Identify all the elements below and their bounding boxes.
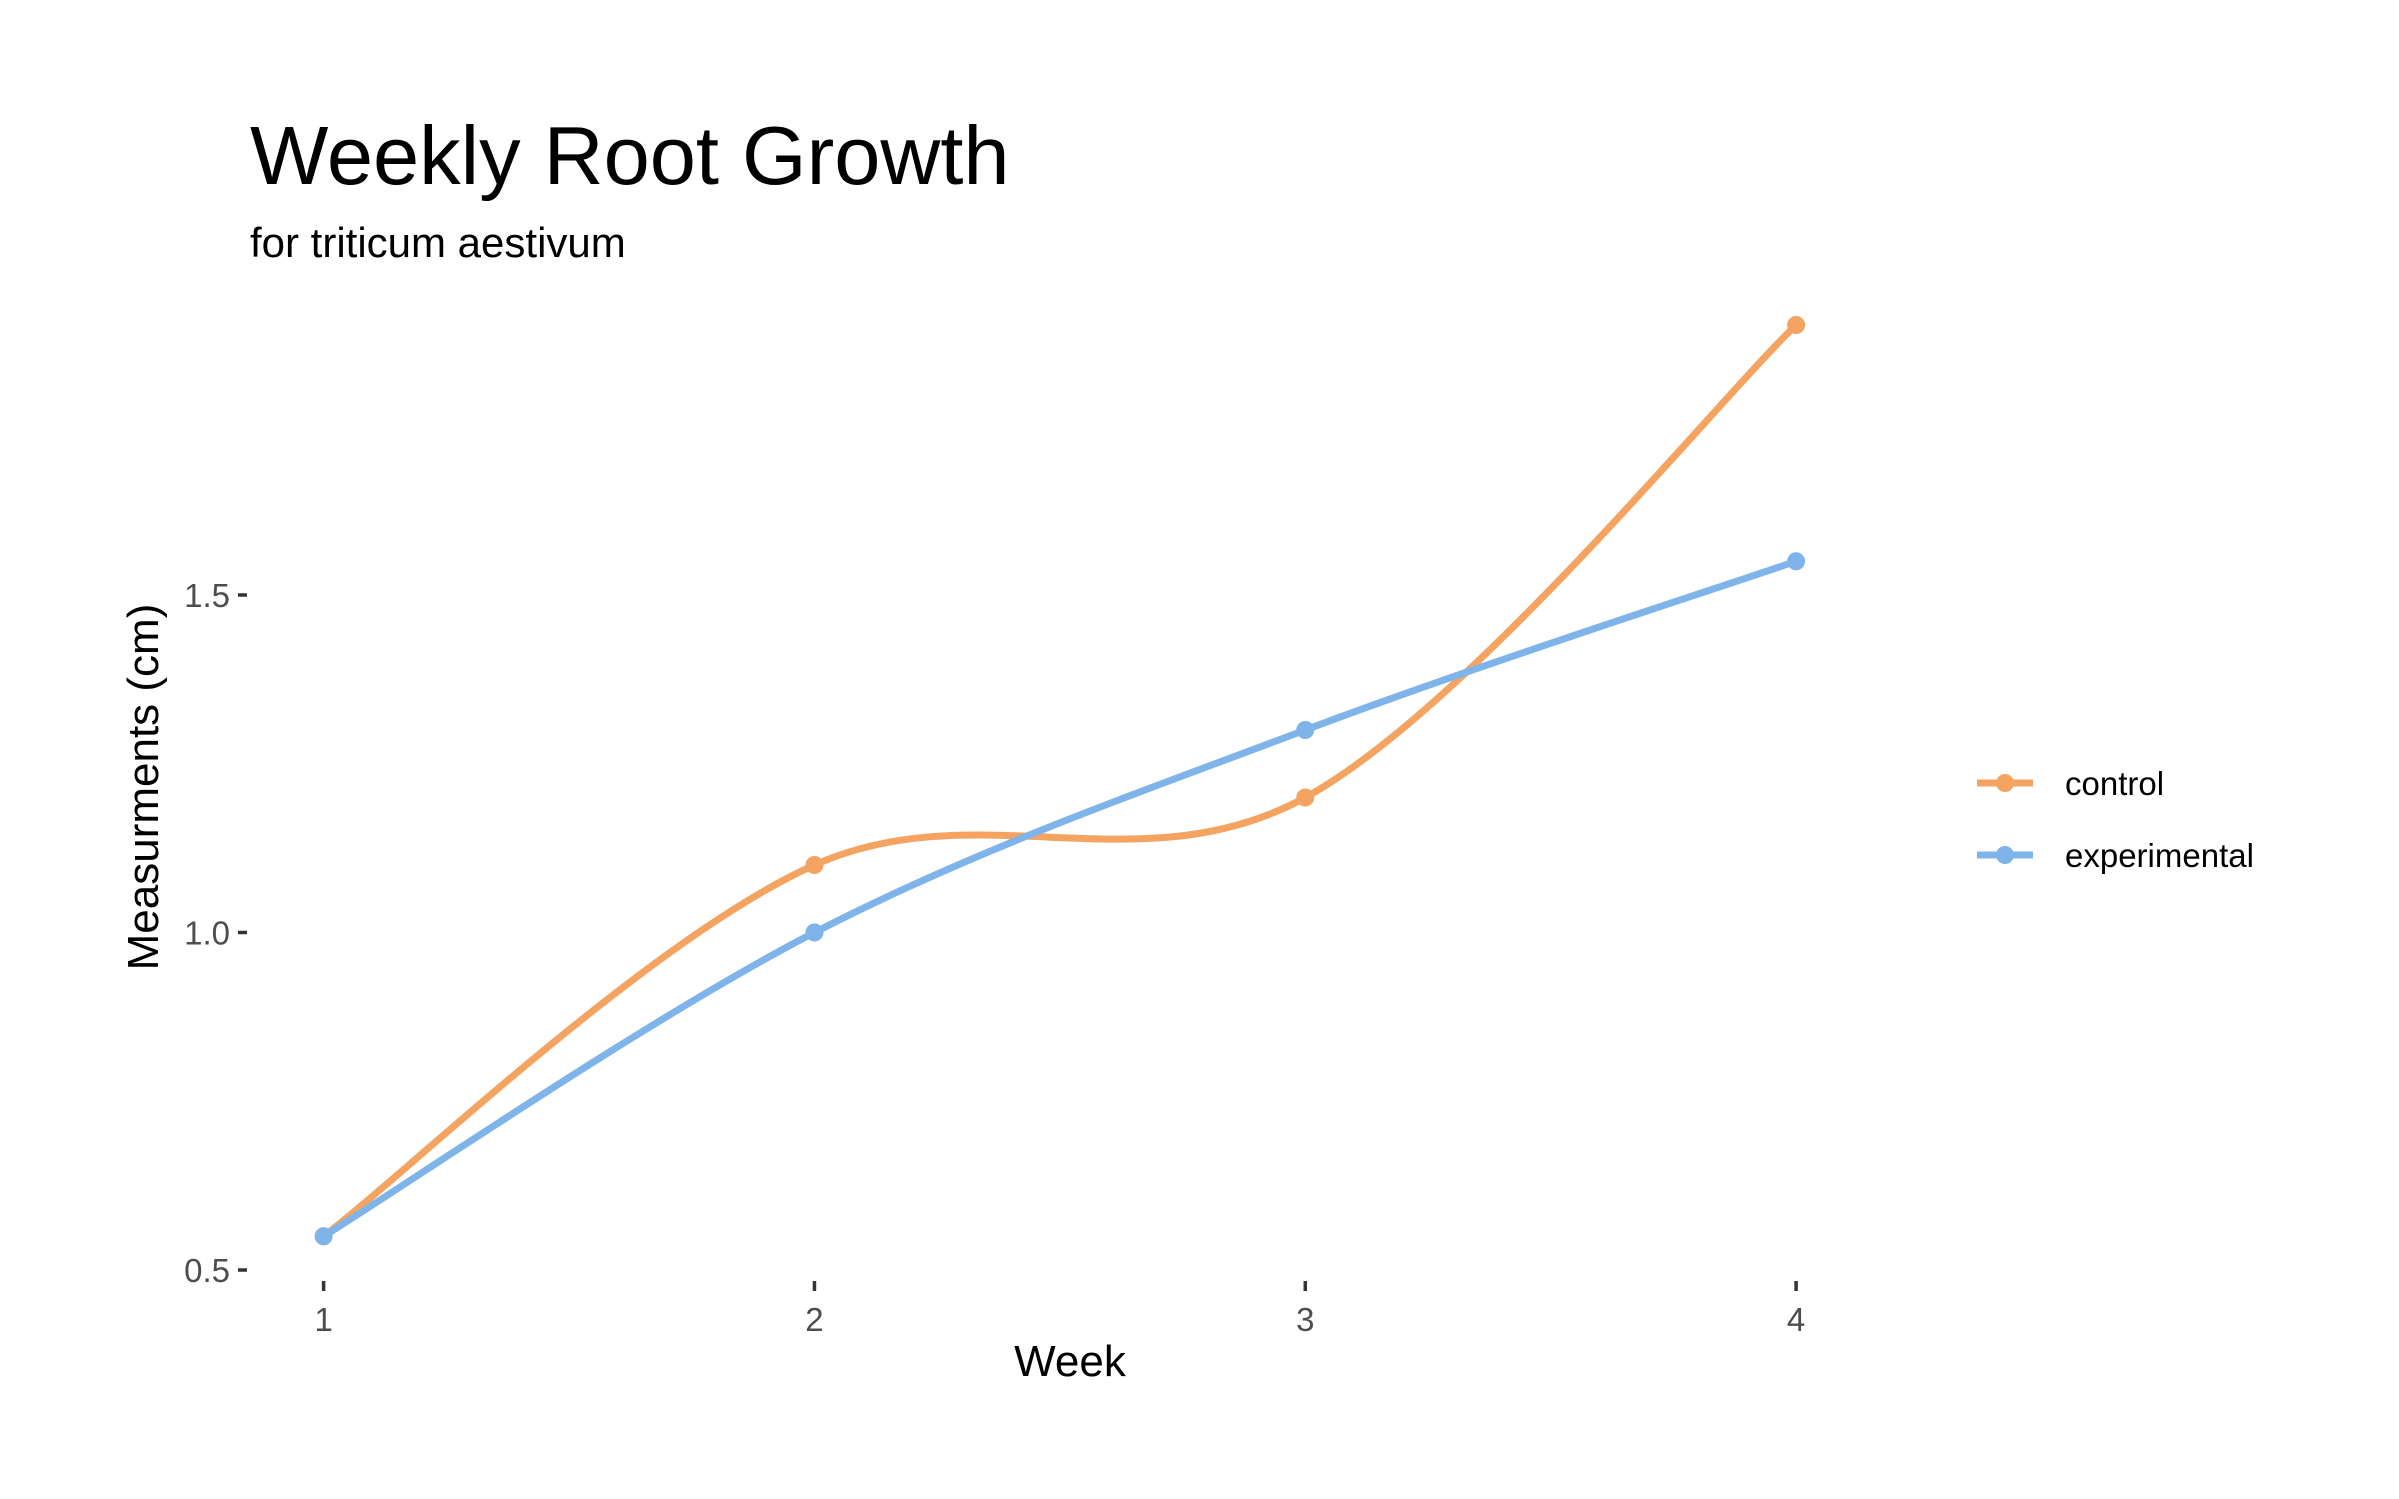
legend-label: experimental xyxy=(2065,837,2254,874)
y-axis-ticks: 0.5 1.0 1.5 xyxy=(184,577,247,1289)
chart-subtitle: for triticum aestivum xyxy=(250,219,626,266)
x-tick-label: 2 xyxy=(805,1301,823,1338)
series-line-control xyxy=(320,321,1800,1240)
legend-item-experimental: experimental xyxy=(1977,837,2254,874)
y-tick-label: 0.5 xyxy=(184,1252,230,1289)
y-axis-title: Measurments (cm) xyxy=(119,604,168,971)
x-tick-label: 3 xyxy=(1296,1301,1314,1338)
legend-item-control: control xyxy=(1977,765,2164,802)
legend-label: control xyxy=(2065,765,2164,802)
data-point-experimental xyxy=(1787,552,1806,571)
legend: control experimental xyxy=(1977,765,2254,874)
y-tick-label: 1.5 xyxy=(184,577,230,614)
x-tick-label: 4 xyxy=(1787,1301,1805,1338)
y-tick-label: 1.0 xyxy=(184,915,230,952)
x-axis-ticks: 1 2 3 4 xyxy=(314,1281,1805,1338)
data-point-control xyxy=(1296,788,1315,807)
chart-title: Weekly Root Growth xyxy=(250,109,1010,202)
data-point-control xyxy=(1787,316,1806,334)
series-layer xyxy=(314,316,1806,1246)
data-point-control xyxy=(805,856,824,874)
legend-swatch-point xyxy=(1996,774,2014,792)
series-line-experimental xyxy=(320,557,1800,1240)
data-point-experimental xyxy=(314,1227,333,1246)
legend-swatch-point xyxy=(1996,846,2014,864)
data-point-experimental xyxy=(805,923,824,942)
x-axis-title: Week xyxy=(1014,1337,1127,1386)
x-tick-label: 1 xyxy=(314,1301,332,1338)
series-control xyxy=(314,316,1806,1246)
series-experimental xyxy=(314,552,1806,1246)
data-point-experimental xyxy=(1296,721,1315,739)
